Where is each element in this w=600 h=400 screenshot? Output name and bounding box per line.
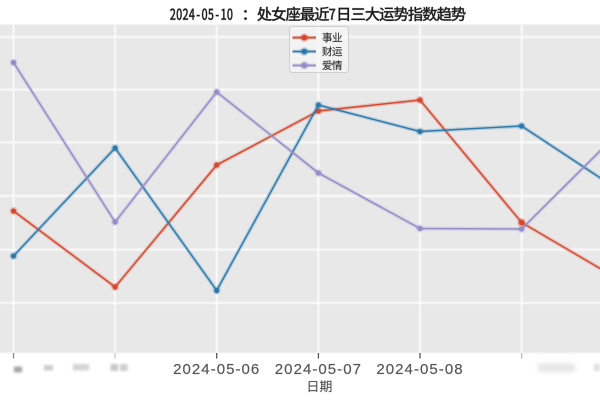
svg-text:2024-05-07: 2024-05-07	[275, 361, 362, 378]
svg-text:2024-05-06: 2024-05-06	[173, 361, 260, 378]
svg-text:2024-05-08: 2024-05-08	[376, 361, 463, 378]
